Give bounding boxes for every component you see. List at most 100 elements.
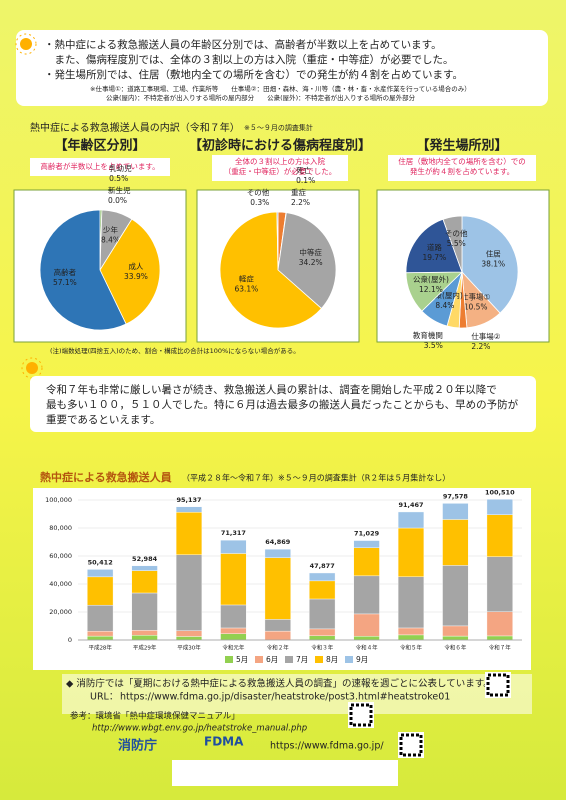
bar-segment	[175, 512, 203, 555]
pie-label: 公衆(屋内)	[427, 290, 463, 300]
subtitle-box	[388, 155, 536, 181]
pie-label: 公衆(屋外)	[413, 274, 449, 284]
pie-slice	[99, 218, 161, 325]
bar-segment	[309, 635, 336, 641]
legend-swatch	[225, 656, 233, 663]
chart-subtitle: 全体の３割以上の方は入院	[235, 156, 325, 166]
bar-segment	[264, 557, 291, 620]
legend-swatch	[285, 656, 293, 663]
bar-segment	[486, 514, 513, 557]
pie-label: 住居	[486, 249, 501, 259]
bar-segment	[131, 565, 158, 571]
y-tick-label: 60,000	[49, 552, 72, 560]
website[interactable]: https://www.fdma.go.jp/	[270, 741, 384, 752]
x-tick-label: 令和２年	[267, 644, 290, 652]
chart-subtitle: 発生が約４割を占めています。	[410, 166, 514, 176]
total-label: 47,877	[310, 562, 335, 570]
legend-label: 7月	[296, 655, 308, 664]
total-label: 50,412	[88, 558, 113, 566]
pie-value-label: 0.3%	[250, 198, 269, 207]
pie-label: 高齢者	[54, 267, 77, 277]
footnote: (注)端数処理(四捨五入)のため、割合・構成比の合計は100%にならない場合があ…	[50, 346, 300, 355]
pie-value-label: 8.4%	[435, 301, 454, 310]
qr-code	[398, 732, 424, 758]
total-label: 71,029	[354, 530, 380, 538]
y-tick-label: 80,000	[49, 524, 72, 532]
bar-segment	[397, 527, 425, 577]
bar-segment	[264, 548, 291, 558]
pie-label: 軽症	[239, 274, 254, 284]
subtitle-box	[212, 155, 348, 181]
bar-segment	[175, 630, 203, 637]
x-tick-label: 令和５年	[400, 644, 423, 652]
sun-icon	[15, 33, 37, 55]
pie-value-label: 3.5%	[424, 341, 443, 350]
pie-value-label: 0.0%	[108, 196, 127, 205]
y-tick-label: 40,000	[49, 580, 72, 588]
chart-subtitle: （平成２８年～令和７年）※５～９月の調査集計（R２年は５月集計なし）	[182, 473, 450, 483]
pie-label: 重症	[291, 187, 306, 197]
bar-segment	[220, 627, 247, 634]
bar-segment	[264, 630, 291, 641]
pie-value-label: 19.7%	[422, 253, 446, 262]
pie-label: 教育機関	[413, 330, 443, 340]
total-label: 97,578	[443, 492, 469, 500]
pie-value-label: 8.4%	[101, 236, 120, 245]
pie-label: 成人	[128, 261, 143, 271]
bar-segment	[309, 580, 336, 600]
pie-slice	[461, 215, 519, 314]
bar-segment	[131, 570, 158, 594]
pie-label: 少年	[103, 225, 118, 235]
total-label: 64,869	[265, 538, 291, 546]
chart-title: 【発生場所別】	[416, 138, 507, 154]
pie-value-label: 2.2%	[471, 342, 490, 351]
notice: ◆ 消防庁では「夏期における熱中症による救急搬送人員の調査」の速報を週ごとに公表…	[66, 678, 493, 690]
blank-box	[172, 760, 398, 786]
bar-segment	[353, 636, 380, 641]
qr-code	[485, 672, 511, 698]
legend-swatch	[315, 656, 323, 663]
reference: 参考：環境省「熱中症環境保健マニュアル」	[70, 711, 240, 722]
pie-slice	[442, 215, 463, 273]
legend-label: 5月	[236, 655, 248, 664]
note: 公衆(屋内)：不特定者が出入りする場所の屋内部分 公衆(屋外)：不特定者が出入り…	[106, 93, 416, 102]
pie-label: 中等症	[299, 247, 322, 257]
total-label: 100,510	[485, 488, 515, 496]
reference-url[interactable]: http://www.wbgt.env.go.jp/heatstroke_man…	[92, 724, 307, 734]
legend-swatch	[345, 656, 353, 663]
chart-title: 【初診時における傷病程度別】	[189, 138, 371, 154]
x-tick-label: 令和６年	[444, 644, 467, 652]
pie-slice	[277, 212, 337, 310]
pie-slice	[276, 211, 279, 271]
bar-segment	[442, 565, 469, 627]
summary-line: 令和７年も非常に厳しい暑さが続き、救急搬送人員の累計は、調査を開始した平成２０年…	[46, 383, 497, 396]
y-tick-label: 0	[68, 636, 72, 644]
bar-segment	[397, 511, 425, 529]
bar-segment	[397, 634, 425, 641]
bar-segment	[309, 598, 336, 630]
bar-segment	[486, 611, 513, 637]
url[interactable]: https://www.fdma.go.jp/disaster/heatstro…	[120, 692, 450, 703]
bar-segment	[353, 613, 380, 637]
bar-segment	[131, 635, 158, 641]
summary-box	[30, 376, 536, 432]
pie-value-label: 0.5%	[109, 174, 128, 183]
pie-value-label: 57.1%	[53, 278, 77, 287]
bar-segment	[131, 630, 158, 636]
pie-value-label: 0.1%	[296, 176, 315, 185]
bar-segment	[442, 635, 469, 641]
x-tick-label: 令和７年	[489, 644, 512, 652]
bar-segment	[87, 569, 114, 578]
pie-value-label: 33.9%	[124, 272, 148, 281]
pie-label: その他	[247, 187, 270, 197]
legend-label: 8月	[326, 655, 338, 664]
bar-segment	[87, 576, 114, 606]
pie-label: 道路	[427, 242, 442, 252]
pie-slice	[39, 209, 127, 331]
summary-box	[16, 30, 548, 106]
pie-label: 仕事場①	[461, 292, 490, 302]
pie-value-label: 12.1%	[419, 285, 443, 294]
pie-label: その他	[445, 228, 468, 238]
bar-segment	[486, 635, 513, 641]
